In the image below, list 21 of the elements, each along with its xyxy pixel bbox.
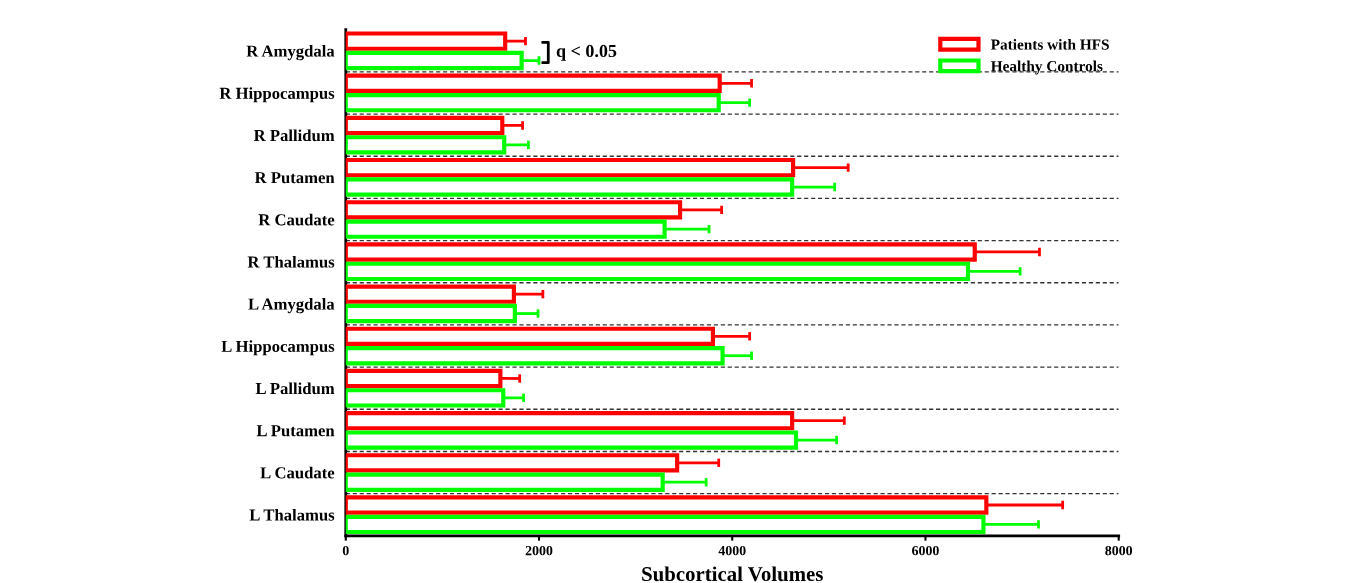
y-tick-label: R Hippocampus <box>219 87 335 103</box>
x-tick-label: 4000 <box>718 545 746 556</box>
x-tick-label: 8000 <box>1105 545 1133 556</box>
y-tick-label: L Thalamus <box>249 508 335 521</box>
x-tick-label: 2000 <box>525 545 553 556</box>
x-axis-title: Subcortical Volumes <box>642 566 823 582</box>
y-tick-label: L Caudate <box>260 466 335 479</box>
x-tick-label: 0 <box>342 545 349 556</box>
y-tick-label: L Pallidum <box>255 382 335 395</box>
y-tick-label: R Amygdala <box>246 45 335 61</box>
y-tick-label: L Amygdala <box>248 298 335 314</box>
y-tick-label: R Putamen <box>254 172 335 184</box>
annotation: q < 0.05 <box>556 44 617 61</box>
y-tick-label: R Thalamus <box>247 255 335 268</box>
y-tick-label: R Caudate <box>258 213 335 226</box>
legend-label: Patients with HFS <box>990 38 1109 50</box>
y-tick-label: R Pallidum <box>253 129 335 142</box>
legend-label: Healthy Controls <box>990 60 1103 75</box>
y-tick-label: L Hippocampus <box>221 340 335 356</box>
x-tick-label: 6000 <box>912 545 939 556</box>
y-tick-label: L Putamen <box>256 425 335 437</box>
